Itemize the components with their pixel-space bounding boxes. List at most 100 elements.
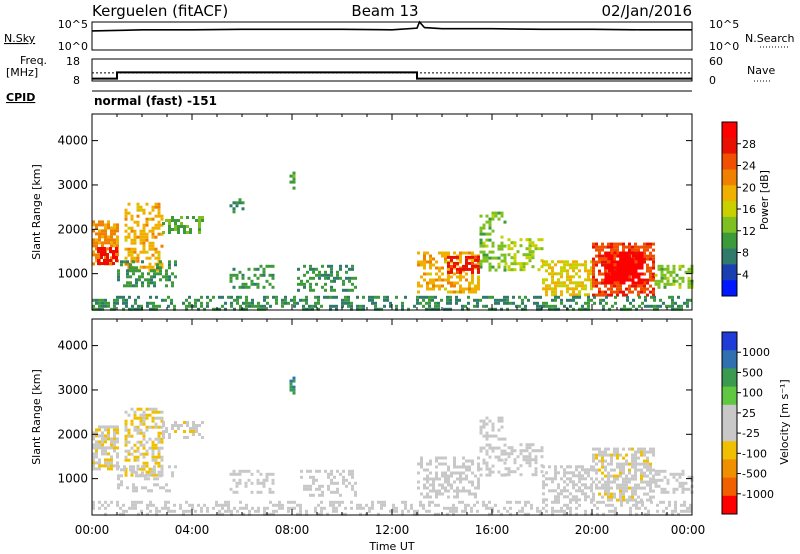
heatmap-cell [524,304,527,308]
heatmap-cell [171,284,174,288]
heatmap-cell [101,304,104,308]
heatmap-cell [513,262,517,266]
heatmap-cell [271,285,275,289]
heatmap-cell [167,500,170,504]
heatmap-cell [221,506,224,510]
heatmap-cell [646,483,649,487]
heatmap-cell [592,275,595,279]
heatmap-cell [637,293,640,297]
heatmap-cell [521,506,524,510]
heatmap-cell [479,419,483,423]
heatmap-cell [545,498,548,502]
heatmap-cell [453,251,456,255]
heatmap-cell [308,304,311,308]
heatmap-cell [168,278,171,282]
heatmap-cell [590,281,593,285]
heatmap-cell [429,278,432,282]
heatmap-cell [652,468,655,472]
heatmap-cell [461,500,464,504]
heatmap-cell [678,484,682,488]
heatmap-cell [551,293,554,297]
heatmap-cell [625,459,628,463]
heatmap-cell [309,288,312,292]
heatmap-cell [640,480,643,484]
heatmap-cell [359,506,362,510]
heatmap-cell [113,440,116,444]
heatmap-cell [595,248,598,252]
heatmap-cell [531,458,535,462]
heatmap-cell [345,288,348,292]
heatmap-cell [619,251,623,255]
heatmap-cell [625,251,629,255]
heatmap-cell [474,290,477,294]
heatmap-cell [232,201,236,205]
heatmap-cell [551,272,554,276]
heatmap-cell [345,478,348,482]
heatmap-cell [441,471,444,475]
heatmap-cell [681,264,685,268]
heatmap-cell [136,202,140,206]
heatmap-cell [239,307,242,311]
heatmap-cell [365,503,368,507]
heatmap-cell [531,256,535,260]
heatmap-cell [507,470,511,474]
heatmap-cell [452,512,455,516]
heatmap-cell [351,288,354,292]
heatmap-cell [245,503,248,507]
heatmap-cell [437,503,440,507]
heatmap-cell [428,298,431,302]
heatmap-cell [293,295,296,299]
heatmap-cell [497,298,500,302]
heatmap-cell [348,472,351,476]
heatmap-cell [500,437,504,441]
heatmap-cell [610,495,613,499]
heatmap-cell [136,449,140,453]
heatmap-cell [101,452,104,456]
heatmap-cell [110,440,113,444]
heatmap-cell [92,244,95,248]
heatmap-cell [113,244,116,248]
heatmap-cell [104,437,107,441]
heatmap-cell [643,248,646,252]
heatmap-cell [164,503,167,507]
heatmap-cell [575,495,578,499]
heatmap-cell [683,503,686,507]
heatmap-cell [104,506,107,510]
heatmap-cell [471,257,474,261]
heatmap-cell [569,278,572,282]
heatmap-cell [482,223,486,227]
heatmap-cell [616,254,620,258]
heatmap-cell [646,281,649,285]
heatmap-cell [604,281,608,285]
heatmap-cell [616,498,619,502]
heatmap-cell [168,228,171,231]
heatmap-cell [590,266,593,270]
heatmap-cell [560,298,563,302]
heatmap-cell [259,481,263,485]
heatmap-cell [628,284,631,288]
heatmap-cell [503,443,507,447]
heatmap-cell [160,425,164,429]
heatmap-cell [584,263,587,267]
heatmap-cell [168,225,171,228]
heatmap-cell [506,500,509,504]
heatmap-cell [104,464,107,468]
heatmap-cell [640,284,643,288]
power-xaxis-ticks [91,114,693,310]
heatmap-cell [351,469,354,473]
heatmap-cell [610,284,613,288]
heatmap-cell [637,447,640,451]
heatmap-cell [652,257,655,261]
heatmap-cell [528,455,532,459]
heatmap-cell [318,276,321,280]
heatmap-cell [131,506,134,510]
heatmap-cell [306,279,309,283]
heatmap-cell [560,293,563,297]
heatmap-cell [622,242,625,246]
heatmap-cell [551,477,554,481]
heatmap-cell [124,440,128,444]
heatmap-cell [560,506,563,510]
heatmap-cell [229,204,233,208]
heatmap-cell [464,506,467,510]
heatmap-cell [592,242,595,246]
